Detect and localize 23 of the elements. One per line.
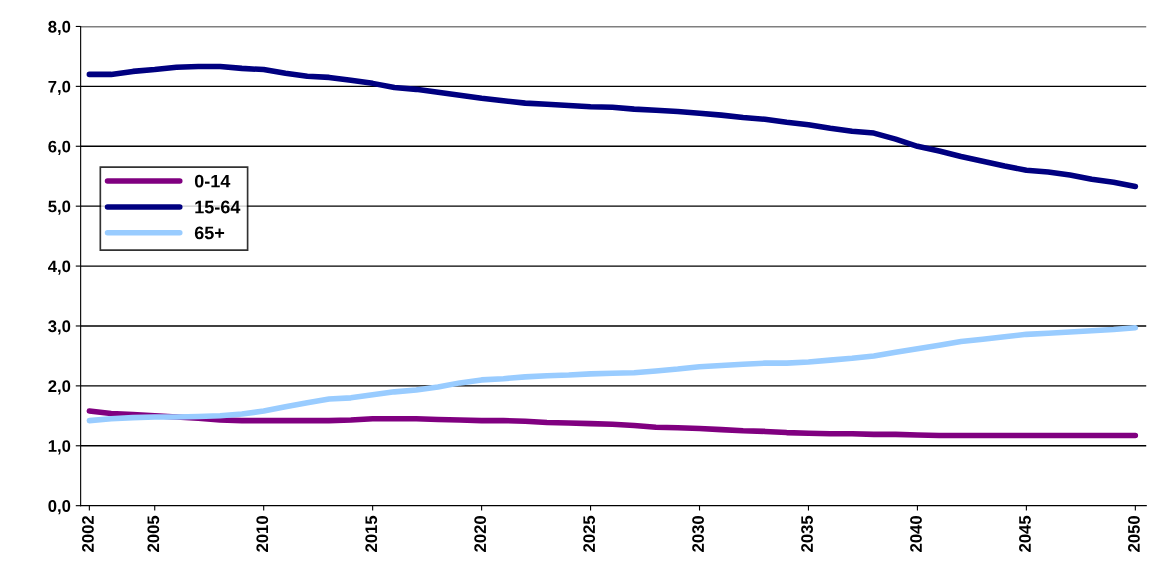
y-tick-label: 4,0 <box>48 260 71 275</box>
legend-label: 0-14 <box>194 174 231 188</box>
legend-label: 65+ <box>194 226 225 240</box>
x-tick-label: 2005 <box>147 515 160 552</box>
x-tick-label: 2030 <box>692 516 705 552</box>
y-tick-label: 7,0 <box>48 80 71 95</box>
y-tick-label: 2,0 <box>48 380 71 395</box>
y-tick-label: 3,0 <box>48 320 71 335</box>
y-tick-label: 8,0 <box>48 20 71 36</box>
y-tick-label: 5,0 <box>48 200 71 215</box>
x-tick-label: 2025 <box>583 515 596 552</box>
y-tick-label: 6,0 <box>48 140 71 155</box>
y-tick-label: 0,0 <box>48 500 71 515</box>
y-tick-label: 1,0 <box>48 440 71 455</box>
x-tick-label: 2015 <box>365 515 378 552</box>
legend-label: 15-64 <box>195 200 241 214</box>
x-tick-label: 2020 <box>474 516 487 552</box>
x-tick-label: 2045 <box>1019 515 1031 552</box>
x-tick-label: 2035 <box>801 515 813 552</box>
x-tick-label: 2002 <box>82 516 94 552</box>
x-tick-label: 2010 <box>256 516 269 552</box>
x-tick-label: 2050 <box>1128 516 1140 552</box>
x-tick-label: 2040 <box>910 516 922 552</box>
